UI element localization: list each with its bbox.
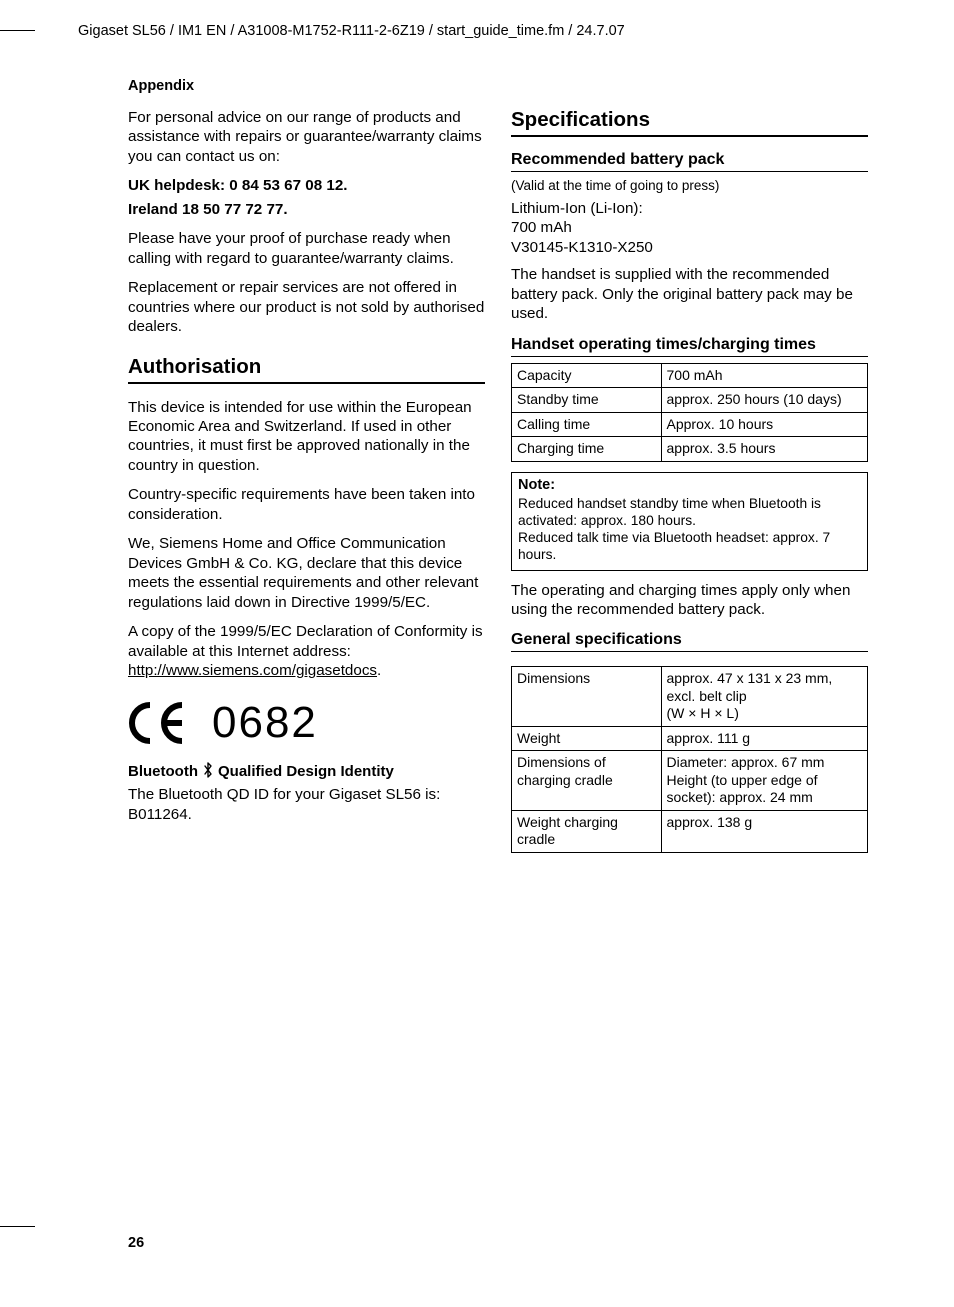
table-cell: Dimensions of charging cradle [512,751,662,811]
ce-number: 0682 [212,698,318,748]
authorisation-heading: Authorisation [128,355,485,384]
intro-text: For personal advice on our range of prod… [128,108,485,166]
table-row: Weightapprox. 111 g [512,726,868,751]
ce-mark-block: 0682 [128,698,485,748]
ireland-helpdesk: Ireland 18 50 77 72 77. [128,200,485,219]
operating-table: Capacity700 mAhStandby timeapprox. 250 h… [511,363,868,462]
table-cell: Charging time [512,437,662,462]
table-row: Dimensions of charging cradleDiameter: a… [512,751,868,811]
bluetooth-text: The Bluetooth QD ID for your Gigaset SL5… [128,785,485,824]
table-cell: approx. 250 hours (10 days) [661,388,867,413]
table-cell: Diameter: approx. 67 mm Height (to upper… [661,751,867,811]
auth-para-4: A copy of the 1999/5/EC Declaration of C… [128,622,485,680]
table-cell: Capacity [512,363,662,388]
table-cell: Dimensions [512,667,662,727]
table-cell: Weight charging cradle [512,810,662,852]
table-row: Calling timeApprox. 10 hours [512,412,868,437]
table-cell: Standby time [512,388,662,413]
table-cell: Calling time [512,412,662,437]
general-heading: General specifications [511,631,868,652]
table-cell: approx. 111 g [661,726,867,751]
replacement-text: Replacement or repair services are not o… [128,278,485,336]
battery-lines: Lithium-Ion (Li-Ion): 700 mAh V30145-K13… [511,199,868,257]
uk-helpdesk: UK helpdesk: 0 84 53 67 08 12. [128,176,485,195]
table-row: Standby timeapprox. 250 hours (10 days) [512,388,868,413]
table-cell: approx. 3.5 hours [661,437,867,462]
auth-para-3: We, Siemens Home and Office Communicatio… [128,534,485,612]
bluetooth-icon [202,762,214,781]
page-body: Appendix For personal advice on our rang… [128,78,868,863]
left-column: For personal advice on our range of prod… [128,108,485,863]
page-number: 26 [128,1235,144,1251]
battery-valid: (Valid at the time of going to press) [511,178,868,195]
auth-para-2: Country-specific requirements have been … [128,485,485,524]
battery-heading: Recommended battery pack [511,151,868,172]
bluetooth-heading: Bluetooth Qualified Design Identity [128,762,485,781]
table-row: Dimensionsapprox. 47 x 131 x 23 mm, excl… [512,667,868,727]
table-cell: 700 mAh [661,363,867,388]
battery-note: The handset is supplied with the recomme… [511,265,868,323]
specifications-heading: Specifications [511,108,868,137]
table-row: Charging timeapprox. 3.5 hours [512,437,868,462]
operating-footer: The operating and charging times apply o… [511,581,868,620]
table-row: Capacity700 mAh [512,363,868,388]
section-label: Appendix [128,78,868,94]
note-text-2: Reduced talk time via Bluetooth headset:… [518,529,861,563]
note-text-1: Reduced handset standby time when Blueto… [518,495,861,529]
table-cell: Approx. 10 hours [661,412,867,437]
auth-para-1: This device is intended for use within t… [128,398,485,476]
conformity-link[interactable]: http://www.siemens.com/gigasetdocs [128,662,377,679]
table-cell: approx. 138 g [661,810,867,852]
doc-header: Gigaset SL56 / IM1 EN / A31008-M1752-R11… [78,23,625,39]
table-cell: approx. 47 x 131 x 23 mm, excl. belt cli… [661,667,867,727]
table-cell: Weight [512,726,662,751]
note-title: Note: [518,477,861,493]
right-column: Specifications Recommended battery pack … [511,108,868,863]
table-row: Weight charging cradleapprox. 138 g [512,810,868,852]
proof-text: Please have your proof of purchase ready… [128,229,485,268]
general-table: Dimensionsapprox. 47 x 131 x 23 mm, excl… [511,666,868,853]
ce-mark-icon [128,701,190,745]
note-box: Note: Reduced handset standby time when … [511,472,868,571]
operating-heading: Handset operating times/charging times [511,336,868,357]
